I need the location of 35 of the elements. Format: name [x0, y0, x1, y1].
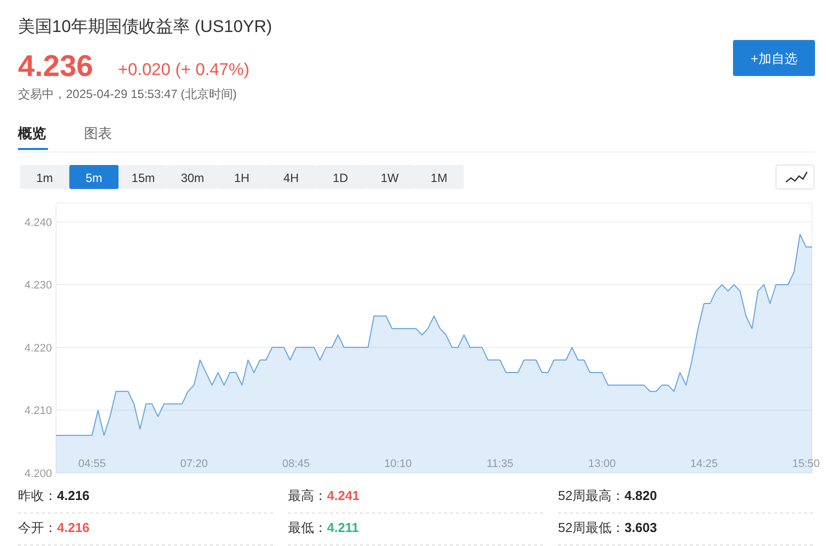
text: 昨收：4.216	[18, 488, 90, 503]
y-tick-label: 4.220	[24, 342, 52, 354]
text: 最低：4.211	[288, 520, 359, 535]
text: 交易中，2025-04-29 15:53:47 (北京时间)	[18, 87, 237, 101]
x-tick-label: 10:10	[384, 458, 412, 470]
text: 1M	[430, 171, 448, 185]
chart-title: 美国10年期国债收益率 (US10YR)	[18, 17, 272, 36]
text: 今开：4.216	[18, 520, 90, 535]
text: 1H	[234, 171, 250, 185]
text: 1W	[380, 171, 400, 185]
x-tick-label: 15:50	[792, 458, 820, 470]
text: 最高：4.241	[288, 488, 360, 503]
text: 图表	[84, 125, 112, 141]
x-tick-label: 04:55	[78, 458, 106, 470]
text: 30m	[180, 171, 204, 185]
text: 4H	[283, 171, 299, 185]
text: +0.020 (+ 0.47%)	[118, 60, 250, 79]
x-tick-label: 08:45	[282, 458, 310, 470]
x-tick-label: 14:25	[690, 458, 718, 470]
x-tick-label: 13:00	[588, 458, 616, 470]
x-tick-label: 07:20	[180, 458, 208, 470]
y-tick-label: 4.240	[24, 216, 52, 229]
y-tick-label: 4.230	[24, 280, 52, 292]
text: 15m	[132, 171, 155, 185]
text: 52周最低：3.603	[558, 520, 658, 535]
x-tick-label: 11:35	[486, 458, 514, 470]
text: 概览	[17, 125, 46, 141]
y-tick-label: 4.200	[24, 468, 52, 480]
text: +加自选	[750, 51, 798, 66]
text: 5m	[86, 171, 102, 185]
text: 1D	[332, 171, 348, 185]
text: 4.236	[18, 50, 94, 83]
y-tick-label: 4.210	[24, 405, 52, 418]
text: 1m	[36, 171, 53, 185]
text: 52周最高：4.820	[558, 488, 658, 503]
